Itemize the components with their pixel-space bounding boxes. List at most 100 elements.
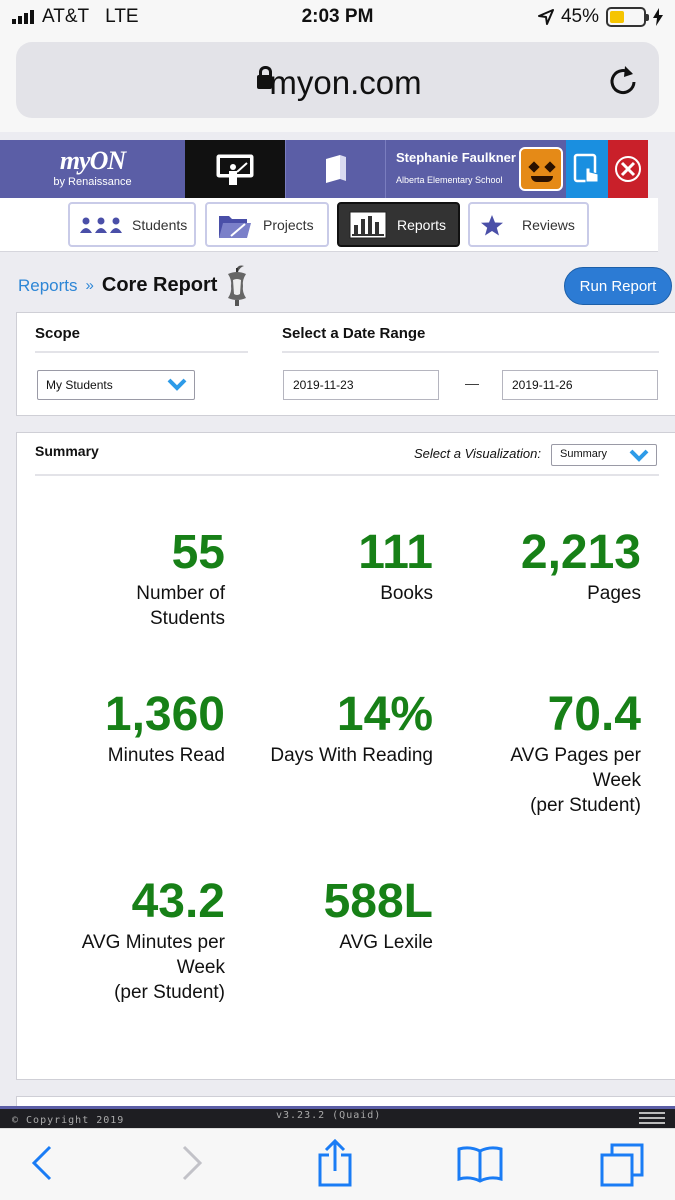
stat-label-line: (per Student)	[114, 982, 225, 1003]
logo-subtext: by Renaissance	[53, 176, 132, 188]
students-icon	[80, 217, 122, 233]
tab-students[interactable]: Students	[68, 202, 196, 247]
date-range-title: Select a Date Range	[282, 325, 426, 342]
tab-reviews[interactable]: Reviews	[468, 202, 589, 247]
stat-label: AVG Lexile	[233, 930, 433, 955]
app-footer: © Copyright 2019 v3.23.2 (Quaid)	[0, 1106, 675, 1128]
stat-label-line: AVG Minutes per	[81, 932, 225, 953]
version-text: v3.23.2 (Quaid)	[276, 1110, 382, 1121]
scope-select-value: My Students	[46, 378, 113, 392]
help-tab[interactable]	[566, 140, 608, 198]
tab-reports[interactable]: Reports	[337, 202, 460, 247]
stat-label-line: Number of	[136, 583, 225, 604]
stat-block: 1,360 Minutes Read	[25, 687, 225, 768]
stat-label: AVG Pages per Week (per Student)	[441, 743, 641, 818]
breadcrumb-reports-link[interactable]: Reports	[18, 275, 78, 295]
stat-block: 2,213 Pages	[441, 525, 641, 606]
user-name: Stephanie Faulkner	[396, 150, 516, 165]
apple-core-icon	[228, 265, 246, 306]
page-content: myON by Renaissance Stephanie Faulkner A…	[0, 132, 675, 1106]
date-range-dash: —	[465, 375, 479, 391]
tab-reviews-label: Reviews	[522, 216, 575, 233]
tablet-touch-icon	[573, 153, 599, 183]
reload-icon[interactable]	[605, 62, 641, 98]
logout-tab[interactable]	[608, 140, 648, 198]
stat-label: Pages	[441, 581, 641, 606]
tab-projects[interactable]: Projects	[205, 202, 329, 247]
stat-label-line: AVG Lexile	[339, 932, 433, 953]
page-title: Core Report	[101, 274, 218, 296]
stat-block: 43.2 AVG Minutes per Week (per Student)	[25, 874, 225, 1005]
stat-label-line: Minutes Read	[107, 745, 225, 766]
library-tab[interactable]	[285, 140, 385, 198]
star-icon	[481, 214, 503, 235]
back-icon[interactable]	[30, 1143, 54, 1183]
scope-select[interactable]: My Students	[37, 370, 195, 400]
avatar[interactable]	[516, 140, 566, 198]
stat-label-line: Days With Reading	[270, 745, 433, 766]
myon-logo[interactable]: myON by Renaissance	[0, 140, 185, 198]
visualization-select-value: Summary	[560, 448, 608, 460]
summary-title: Summary	[35, 443, 99, 459]
stat-block: 14% Days With Reading	[233, 687, 433, 768]
stat-label-line: Books	[380, 583, 433, 604]
logo-text: myON	[59, 146, 126, 175]
user-info[interactable]: Stephanie Faulkner Alberta Elementary Sc…	[385, 140, 516, 198]
browser-toolbar	[0, 1128, 675, 1200]
share-icon[interactable]	[317, 1139, 353, 1187]
stat-label-line: Pages	[587, 583, 641, 604]
stat-label: Minutes Read	[25, 743, 225, 768]
status-time: 2:03 PM	[301, 6, 374, 27]
address-bar[interactable]: myon.com	[16, 42, 659, 118]
scope-title: Scope	[35, 325, 81, 342]
run-report-button[interactable]: Run Report	[564, 267, 672, 305]
section-nav: Students Projects Reports	[0, 198, 658, 252]
stat-label: Books	[233, 581, 433, 606]
visualization-select[interactable]: Summary	[551, 444, 657, 466]
stat-value: 14%	[336, 688, 433, 741]
scope-panel: Scope My Students Select a Date Range 20…	[16, 312, 675, 416]
stat-value: 43.2	[131, 875, 225, 928]
date-range-divider	[282, 351, 659, 353]
stat-value: 588L	[323, 875, 433, 928]
status-bar: AT&T LTE 2:03 PM 45%	[0, 0, 675, 36]
stat-label: Number of Students	[25, 581, 225, 631]
scope-divider	[35, 351, 248, 353]
stat-value: 111	[358, 526, 433, 579]
charging-icon	[653, 8, 663, 26]
battery-icon	[606, 7, 649, 27]
end-date-input[interactable]: 2019-11-26	[502, 370, 658, 400]
stat-label-line: Week	[592, 770, 641, 791]
stat-value: 55	[171, 526, 225, 579]
forward-icon[interactable]	[180, 1143, 204, 1183]
location-icon	[537, 9, 554, 25]
tabs-icon[interactable]	[600, 1143, 644, 1187]
breadcrumb-separator: »	[85, 277, 94, 294]
tab-projects-label: Projects	[263, 216, 314, 233]
chevron-down-icon	[167, 378, 187, 391]
start-date-input[interactable]: 2019-11-23	[283, 370, 439, 400]
url-text[interactable]: myon.com	[269, 64, 422, 101]
stat-label-line: (per Student)	[530, 795, 641, 816]
teacher-tab[interactable]	[185, 140, 285, 198]
bookmarks-icon[interactable]	[457, 1145, 503, 1183]
stat-label: Days With Reading	[233, 743, 433, 768]
pumpkin-avatar-icon	[519, 147, 563, 191]
stat-block: 70.4 AVG Pages per Week (per Student)	[441, 687, 641, 818]
projects-icon	[219, 215, 251, 238]
copyright-text: © Copyright 2019	[12, 1115, 125, 1126]
carrier-label: AT&T	[42, 6, 90, 27]
stat-block: 111 Books	[233, 525, 433, 606]
book-icon	[325, 155, 346, 183]
visualization-label: Select a Visualization:	[414, 446, 541, 461]
stat-label-line: Week	[176, 957, 225, 978]
teacher-board-icon	[216, 154, 254, 185]
status-left: AT&T LTE	[12, 6, 139, 28]
network-label: LTE	[105, 6, 139, 27]
breadcrumb: Reports » Core Report	[18, 274, 217, 297]
summary-divider	[35, 474, 659, 476]
stat-value: 2,213	[520, 526, 641, 579]
tab-students-label: Students	[132, 216, 188, 233]
menu-icon[interactable]	[639, 1112, 665, 1127]
stat-value: 70.4	[547, 688, 641, 741]
